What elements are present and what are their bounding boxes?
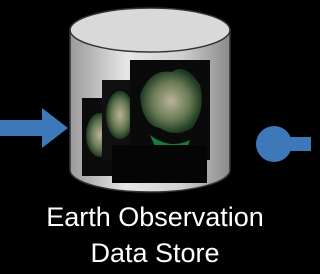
node-label: Earth Observation xyxy=(46,202,264,232)
node-label: Data Store xyxy=(90,238,219,268)
page: {"node": {"label_lines": ["Earth Observa… xyxy=(0,0,320,274)
diagram: Earth Observation Data Store xyxy=(0,0,311,274)
